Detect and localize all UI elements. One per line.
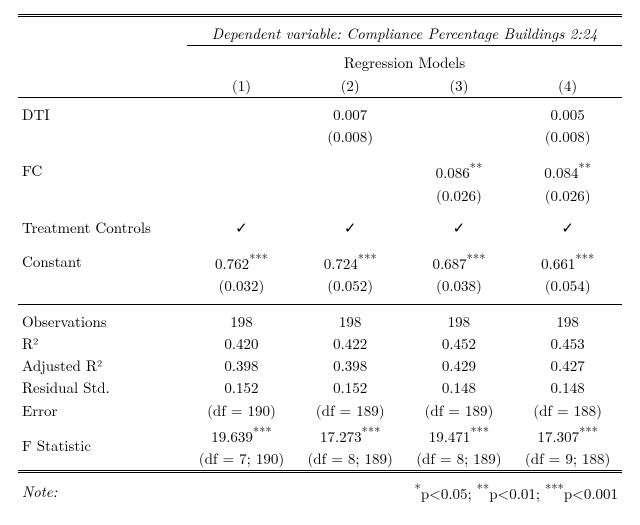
row-label: Treatment Controls [18, 217, 187, 239]
cell: 198 [405, 311, 514, 333]
row-constant-se: (0.032) (0.052) (0.038) (0.054) [18, 275, 622, 297]
cell [187, 104, 296, 126]
col-header-2: (2) [296, 75, 405, 98]
cell: 0.427 [513, 355, 622, 377]
cell: (df = 8; 189) [296, 448, 405, 472]
cell: (0.008) [513, 126, 622, 148]
cell [405, 126, 514, 148]
cell: (df = 7; 190) [187, 448, 296, 472]
cell: 17.273*** [296, 422, 405, 448]
row-dti: DTI 0.007 0.005 [18, 104, 622, 126]
cell: (df = 9; 188) [513, 448, 622, 472]
row-constant: Constant 0.762*** 0.724*** 0.687*** 0.66… [18, 249, 622, 275]
row-observations: Observations 198 198 198 198 [18, 311, 622, 333]
checkmark-icon: ✓ [296, 217, 405, 239]
note-text: *p<0.05; **p<0.01; ***p<0.001 [187, 479, 622, 505]
note-label: Note: [18, 479, 187, 505]
cell: 0.420 [187, 333, 296, 355]
row-fc-se: (0.026) (0.026) [18, 185, 622, 207]
row-note: Note: *p<0.05; **p<0.01; ***p<0.001 [18, 479, 622, 505]
cell [187, 185, 296, 207]
row-treatment-controls: Treatment Controls ✓ ✓ ✓ ✓ [18, 217, 622, 239]
row-dti-se: (0.008) (0.008) [18, 126, 622, 148]
cell [296, 185, 405, 207]
cell: (0.032) [187, 275, 296, 297]
regression-table: Dependent variable: Compliance Percentag… [18, 14, 622, 506]
cell [187, 126, 296, 148]
cell [405, 104, 514, 126]
checkmark-icon: ✓ [187, 217, 296, 239]
cell: 198 [187, 311, 296, 333]
cell: 17.307*** [513, 422, 622, 448]
row-label: Adjusted R² [18, 355, 187, 377]
row-label: Constant [18, 249, 187, 275]
cell: 0.152 [296, 377, 405, 399]
row-rse: Residual Std. 0.152 0.152 0.148 0.148 [18, 377, 622, 399]
checkmark-icon: ✓ [513, 217, 622, 239]
col-header-4: (4) [513, 75, 622, 98]
row-label: DTI [18, 104, 187, 126]
cell: 198 [513, 311, 622, 333]
row-label: R² [18, 333, 187, 355]
cell: 0.084** [513, 158, 622, 184]
row-adj-r2: Adjusted R² 0.398 0.398 0.429 0.427 [18, 355, 622, 377]
cell [187, 158, 296, 184]
cell: (0.026) [405, 185, 514, 207]
cell: 0.453 [513, 333, 622, 355]
cell: 0.398 [296, 355, 405, 377]
cell: (df = 190) [187, 400, 296, 422]
cell: (df = 8; 189) [405, 448, 514, 472]
cell: 19.471*** [405, 422, 514, 448]
cell: 0.148 [405, 377, 514, 399]
row-label: Residual Std. [18, 377, 187, 399]
cell: 0.086** [405, 158, 514, 184]
cell: 0.762*** [187, 249, 296, 275]
cell: 0.724*** [296, 249, 405, 275]
row-label: Observations [18, 311, 187, 333]
cell: (0.008) [296, 126, 405, 148]
cell: 0.422 [296, 333, 405, 355]
cell: 198 [296, 311, 405, 333]
cell: 0.148 [513, 377, 622, 399]
row-fstat: F Statistic 19.639*** 17.273*** 19.471**… [18, 422, 622, 448]
cell: 0.661*** [513, 249, 622, 275]
row-label: F Statistic [18, 422, 187, 472]
col-header-3: (3) [405, 75, 514, 98]
models-header: Regression Models [187, 52, 622, 74]
row-rse-df: Error (df = 190) (df = 189) (df = 189) (… [18, 400, 622, 422]
row-fc: FC 0.086** 0.084** [18, 158, 622, 184]
cell: 0.007 [296, 104, 405, 126]
row-label: FC [18, 158, 187, 184]
cell: 0.687*** [405, 249, 514, 275]
row-r2: R² 0.420 0.422 0.452 0.453 [18, 333, 622, 355]
cell: (df = 188) [513, 400, 622, 422]
col-header-1: (1) [187, 75, 296, 98]
cell: (df = 189) [296, 400, 405, 422]
cell: 19.639*** [187, 422, 296, 448]
row-label: Error [18, 400, 187, 422]
checkmark-icon: ✓ [405, 217, 514, 239]
cell: 0.005 [513, 104, 622, 126]
dep-var-label: Dependent variable: Compliance Percentag… [187, 23, 622, 46]
cell: (0.026) [513, 185, 622, 207]
cell: 0.452 [405, 333, 514, 355]
cell: (0.054) [513, 275, 622, 297]
cell [296, 158, 405, 184]
cell: (0.052) [296, 275, 405, 297]
cell: 0.398 [187, 355, 296, 377]
cell: 0.152 [187, 377, 296, 399]
cell: 0.429 [405, 355, 514, 377]
cell: (df = 189) [405, 400, 514, 422]
cell: (0.038) [405, 275, 514, 297]
